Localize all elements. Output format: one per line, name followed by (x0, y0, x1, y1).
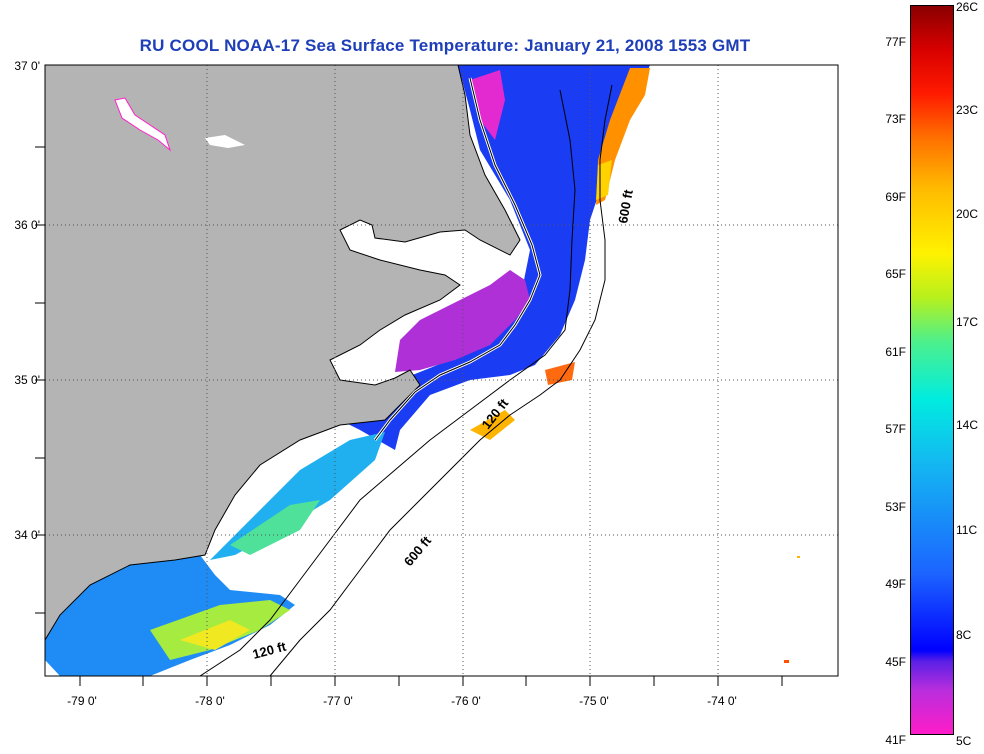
lon-label-77: -77 0' (323, 694, 353, 708)
contour-120ft (199, 89, 576, 676)
lon-label-79: -79 0' (67, 694, 97, 708)
colorbar-f-53: 53F (885, 500, 906, 514)
depth-label-600ft-north: 600 ft (615, 188, 636, 225)
colorbar-c-20: 20C (956, 207, 979, 221)
colorbar-f-77: 77F (885, 35, 906, 49)
colorbar-f-61: 61F (885, 345, 906, 359)
colorbar-f-57: 57F (885, 422, 906, 436)
land-mass (45, 65, 521, 641)
lat-label-35: 35 0' (14, 373, 40, 387)
lat-label-34: 34 0' (14, 528, 40, 542)
contour-600ft-north (269, 84, 613, 676)
colorbar-c-23: 23C (956, 103, 979, 117)
colorbar-f-65: 65F (885, 267, 906, 281)
lat-label-36: 36 0' (14, 218, 40, 232)
map-title: RU COOL NOAA-17 Sea Surface Temperature:… (139, 36, 751, 55)
colorbar-f-73: 73F (885, 112, 906, 126)
lon-label-75: -75 0' (579, 694, 609, 708)
colorbar-f-49: 49F (885, 577, 906, 591)
lon-label-78: -78 0' (195, 694, 225, 708)
colorbar-f-69: 69F (885, 190, 906, 204)
colorbar-c-14: 14C (956, 418, 979, 432)
colorbar-c-17: 17C (956, 315, 979, 329)
lat-label-37: 37 0' (14, 59, 40, 73)
lon-label-74: -74 0' (707, 694, 737, 708)
lon-label-76: -76 0' (451, 694, 481, 708)
temperature-colorbar (910, 5, 954, 735)
southern-shelf-water (210, 432, 385, 560)
colorbar-c-8: 8C (956, 628, 972, 642)
colorbar-f-45: 45F (885, 655, 906, 669)
colorbar-c-26: 26C (956, 0, 979, 14)
colorbar-f-41: 41F (885, 733, 906, 747)
colorbar-c-11: 11C (956, 523, 978, 537)
colorbar-c-5: 5C (956, 734, 972, 748)
